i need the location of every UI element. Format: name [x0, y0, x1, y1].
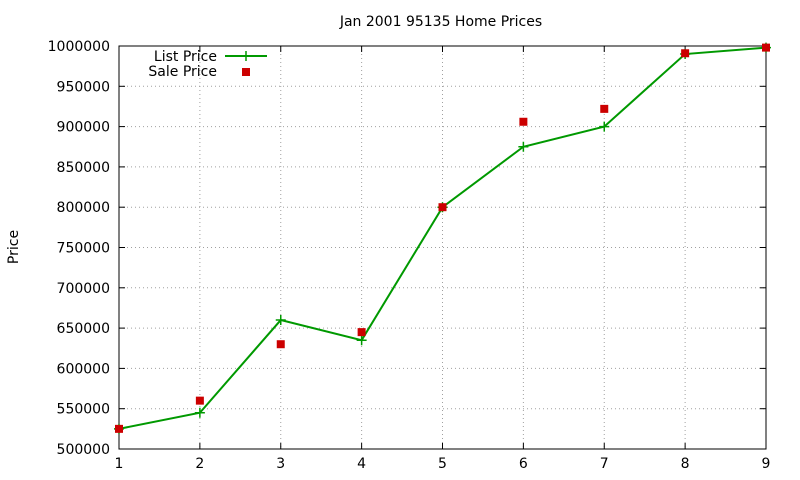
x-tick-label: 4	[357, 456, 366, 472]
y-axis-label: Price	[6, 230, 22, 264]
y-tick-label: 800000	[57, 200, 110, 216]
sale-price-point	[438, 203, 447, 212]
y-tick-label: 550000	[57, 402, 110, 418]
sale-price-point	[519, 117, 528, 126]
legend-marker-list-price	[241, 51, 251, 61]
y-tick-label: 750000	[57, 241, 110, 257]
y-tick-label: 850000	[57, 160, 110, 176]
list-price-point	[194, 407, 205, 418]
sale-price-point	[762, 43, 770, 52]
x-tick-label: 5	[438, 456, 447, 472]
sale-price-point	[357, 328, 366, 337]
y-tick-label: 700000	[57, 281, 110, 297]
list-price-point	[275, 315, 286, 326]
y-tick-label: 600000	[57, 361, 110, 377]
x-tick-label: 6	[519, 456, 528, 472]
sale-price-point	[195, 396, 204, 405]
x-tick-label: 1	[115, 456, 124, 472]
series	[114, 42, 771, 434]
x-tick-label: 7	[600, 456, 609, 472]
sale-price-point	[276, 340, 285, 349]
legend-label-list-price: List Price	[154, 49, 217, 65]
sale-price-point	[600, 104, 609, 113]
y-tick-label: 950000	[57, 79, 110, 95]
y-tick-label: 650000	[57, 321, 110, 337]
x-tick-label: 9	[762, 456, 771, 472]
y-tick-label: 1000000	[48, 39, 110, 55]
axis-ticks: 1 2 3 4 5 6 7 8 9 500000 550000 600000 650000 700000 7…	[48, 39, 771, 472]
x-tick-label: 2	[195, 456, 204, 472]
legend-label-sale-price: Sale Price	[148, 64, 217, 80]
chart-title: Jan 2001 95135 Home Prices	[339, 14, 542, 30]
x-tick-label: 8	[681, 456, 690, 472]
y-tick-label: 500000	[57, 442, 110, 458]
list-price-point	[599, 121, 610, 132]
sale-price-point	[681, 49, 690, 58]
grid	[119, 46, 766, 449]
legend: List Price Sale Price	[148, 49, 267, 80]
sale-price-point	[115, 424, 123, 433]
list-price-point	[518, 141, 529, 152]
legend-marker-sale-price	[242, 68, 250, 76]
x-tick-label: 3	[276, 456, 285, 472]
y-tick-label: 900000	[57, 120, 110, 136]
list-price-point	[356, 335, 367, 346]
